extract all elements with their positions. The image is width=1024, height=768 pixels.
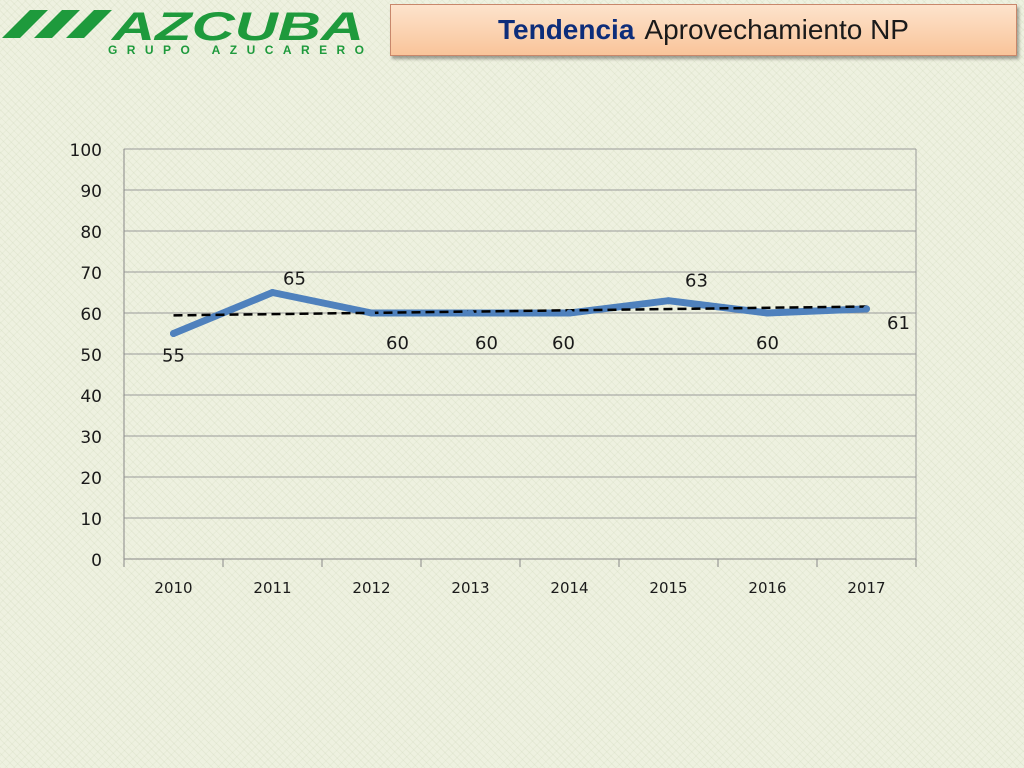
data-point	[269, 289, 276, 296]
series-line	[170, 289, 870, 337]
logo-wordmark: AZCUBA	[111, 5, 364, 49]
x-tick-label: 2012	[352, 579, 390, 597]
data-label: 60	[756, 333, 779, 354]
data-point	[566, 309, 573, 317]
data-label: 60	[552, 333, 575, 354]
title-rest-part: Aprovechamiento NP	[644, 14, 909, 45]
x-tick-label: 2011	[253, 579, 291, 597]
y-tick-label: 50	[80, 346, 102, 366]
x-tick-label: 2016	[748, 579, 786, 597]
y-tick-label: 80	[80, 223, 102, 243]
data-label: 61	[887, 313, 910, 334]
data-point	[368, 309, 375, 317]
y-tick-label: 40	[80, 387, 102, 407]
page-title: Tendencia Aprovechamiento NP	[498, 14, 909, 46]
data-label: 63	[685, 271, 708, 292]
y-tick-label: 90	[80, 182, 102, 202]
title-bold-part: Tendencia	[498, 14, 635, 45]
data-point	[665, 297, 672, 305]
data-label: 60	[386, 333, 409, 354]
logo-stripes-icon	[2, 10, 112, 38]
data-point	[764, 309, 771, 317]
y-tick-label: 20	[80, 469, 102, 489]
y-tick-label: 10	[80, 510, 102, 530]
data-point	[863, 305, 870, 313]
x-tick-label: 2017	[847, 579, 885, 597]
y-tick-label: 30	[80, 428, 102, 448]
y-tick-label: 100	[70, 141, 102, 161]
data-label: 55	[162, 346, 185, 367]
x-tick-label: 2013	[451, 579, 489, 597]
x-tick-label: 2010	[154, 579, 192, 597]
data-label: 65	[283, 269, 306, 290]
azcuba-logo: AZCUBA GRUPO AZUCARERO	[0, 0, 380, 62]
x-tick-label: 2015	[649, 579, 687, 597]
y-tick-label: 60	[80, 305, 102, 325]
trendline	[173, 305, 867, 317]
data-label: 60	[475, 333, 498, 354]
y-tick-label: 0	[91, 551, 102, 571]
data-point	[467, 309, 474, 317]
x-tick-label: 2014	[550, 579, 588, 597]
data-point	[170, 330, 177, 337]
y-tick-label: 70	[80, 264, 102, 284]
title-banner: Tendencia Aprovechamiento NP	[390, 4, 1017, 56]
